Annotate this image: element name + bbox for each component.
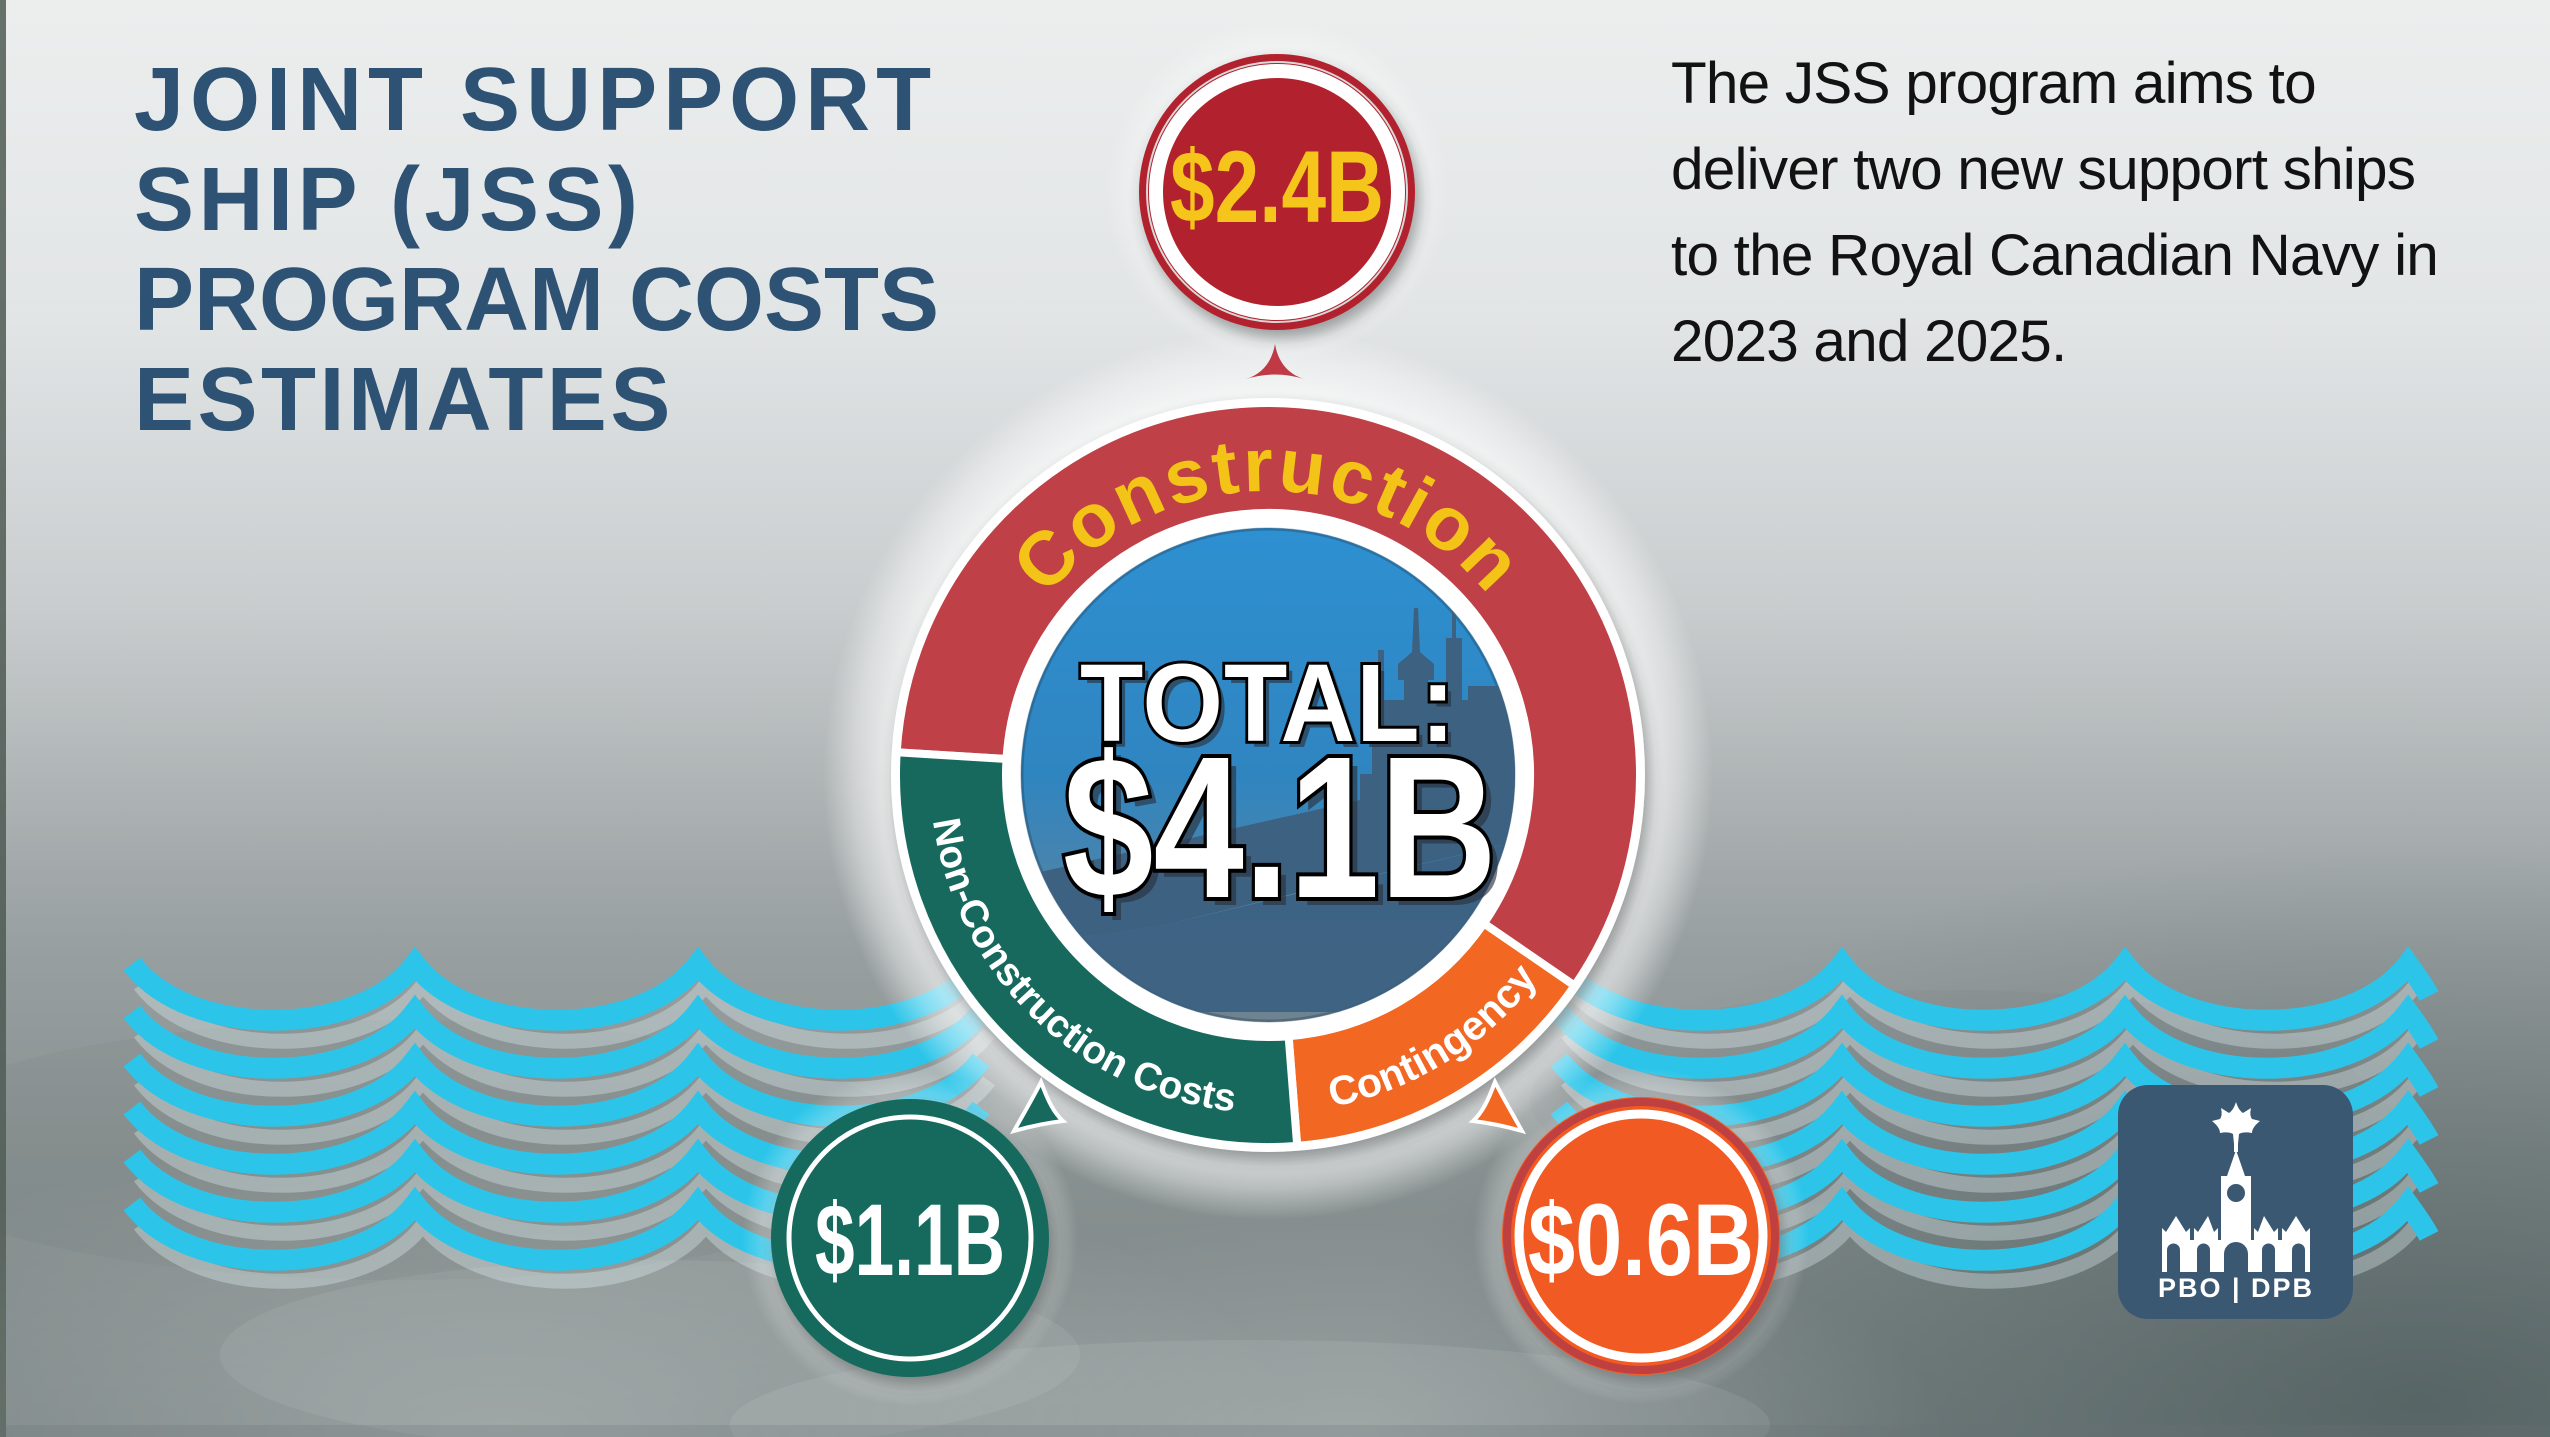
svg-text:PBO | DPB: PBO | DPB xyxy=(2158,1273,2314,1303)
svg-text:deliver two new support ships: deliver two new support ships xyxy=(1671,137,2415,202)
svg-text:$4.1B: $4.1B xyxy=(1063,714,1497,940)
svg-text:ESTIMATES: ESTIMATES xyxy=(134,350,674,450)
svg-text:JOINT SUPPORT: JOINT SUPPORT xyxy=(134,50,937,150)
svg-text:$2.4B: $2.4B xyxy=(1170,130,1384,244)
svg-text:TOTAL:: TOTAL: xyxy=(1080,642,1456,765)
svg-text:The JSS program aims to: The JSS program aims to xyxy=(1671,51,2316,116)
svg-text:$0.6B: $0.6B xyxy=(1528,1183,1754,1297)
svg-text:TOTAL:: TOTAL: xyxy=(1086,648,1462,771)
svg-text:to the Royal Canadian Navy in: to the Royal Canadian Navy in xyxy=(1671,223,2438,288)
svg-text:2023 and 2025.: 2023 and 2025. xyxy=(1671,309,2066,374)
svg-text:$1.1B: $1.1B xyxy=(815,1183,1005,1297)
svg-text:$4.1B: $4.1B xyxy=(1071,722,1505,948)
svg-text:PROGRAM COSTS: PROGRAM COSTS xyxy=(134,250,939,350)
svg-text:SHIP (JSS): SHIP (JSS) xyxy=(134,150,643,250)
